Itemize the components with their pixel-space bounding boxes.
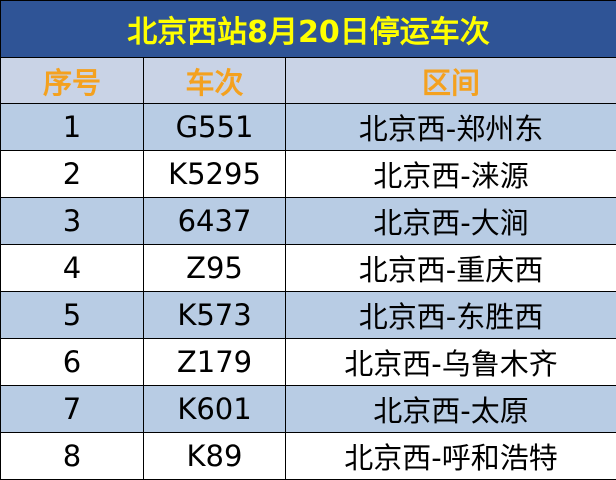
table-cell: 北京西-太原 [284, 385, 616, 433]
table-cell: 3 [0, 197, 144, 245]
table-cell: K601 [143, 385, 286, 433]
table-row: 4 Z95 北京西-重庆西 [0, 244, 616, 292]
header-row: 序号 车次 区间 [0, 57, 616, 104]
table-cell: Z95 [143, 244, 286, 292]
table-row: 8 K89 北京西-呼和浩特 [0, 432, 616, 480]
table-cell: 6437 [143, 197, 286, 245]
table-cell: 7 [0, 385, 144, 433]
table-cell: 北京西-东胜西 [284, 291, 616, 339]
header-cell: 序号 [0, 57, 144, 104]
table-cell: 北京西-郑州东 [284, 103, 616, 151]
header-cell: 车次 [143, 57, 286, 104]
table-cell: 1 [0, 103, 144, 151]
table-cell: Z179 [143, 338, 286, 386]
table-row: 6 Z179 北京西-乌鲁木齐 [0, 338, 616, 386]
table-cell: K89 [143, 432, 286, 480]
table-row: 2 K5295 北京西-涞源 [0, 150, 616, 198]
table-cell: K573 [143, 291, 286, 339]
header-cell: 区间 [284, 57, 616, 104]
table-cell: G551 [143, 103, 286, 151]
table-cell: 北京西-涞源 [284, 150, 616, 198]
table-cell: 北京西-呼和浩特 [284, 432, 616, 480]
table-cell: 北京西-乌鲁木齐 [284, 338, 616, 386]
table-row: 3 6437 北京西-大涧 [0, 197, 616, 245]
table-title: 北京西站8月20日停运车次 [0, 0, 616, 58]
table-row: 1 G551 北京西-郑州东 [0, 103, 616, 151]
table-cell: 2 [0, 150, 144, 198]
table-cell: 北京西-大涧 [284, 197, 616, 245]
table-cell: 4 [0, 244, 144, 292]
table-cell: K5295 [143, 150, 286, 198]
table-row: 7 K601 北京西-太原 [0, 385, 616, 433]
table-cell: 5 [0, 291, 144, 339]
table-row: 5 K573 北京西-东胜西 [0, 291, 616, 339]
table-cell: 北京西-重庆西 [284, 244, 616, 292]
table-cell: 8 [0, 432, 144, 480]
table-cell: 6 [0, 338, 144, 386]
